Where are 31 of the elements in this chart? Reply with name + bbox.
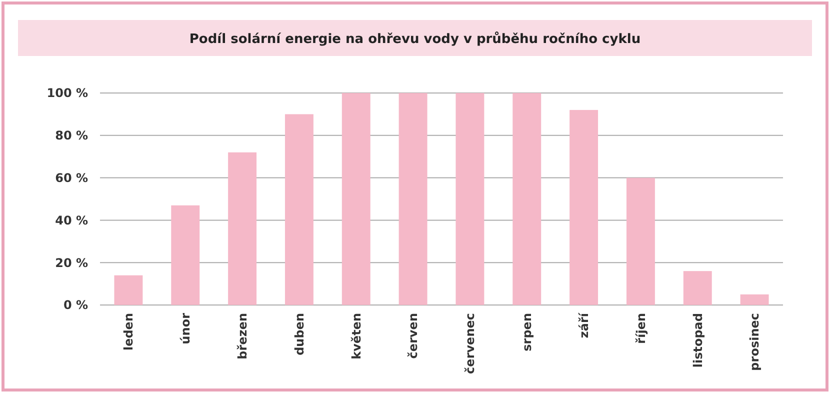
bar	[456, 93, 484, 305]
y-tick-label: 40 %	[55, 213, 88, 228]
y-tick-label: 20 %	[55, 256, 88, 270]
chart-title: Podíl solární energie na ohřevu vody v průběhu ročního cyklu	[189, 31, 641, 47]
bar	[284, 114, 314, 305]
y-tick-label: 60 %	[55, 171, 88, 185]
bar	[683, 271, 712, 305]
bar	[626, 178, 655, 305]
y-tick-label: 100 %	[46, 86, 88, 100]
x-tick-label: září	[576, 312, 591, 338]
x-tick-label: říjen	[634, 313, 648, 344]
x-tick-label: březen	[235, 313, 250, 360]
x-tick-label: duben	[292, 313, 306, 356]
bar	[171, 205, 200, 305]
bar	[228, 152, 257, 305]
x-tick-label: květen	[349, 313, 364, 360]
bar	[114, 275, 143, 305]
bar	[512, 93, 542, 305]
x-tick-label: listopad	[690, 313, 705, 368]
bar	[570, 110, 598, 305]
y-tick-label: 0 %	[63, 298, 88, 312]
x-tick-label: únor	[178, 312, 193, 344]
y-tick-label: 80 %	[55, 128, 88, 143]
x-tick-label: červen	[406, 313, 420, 359]
x-tick-label: srpen	[520, 313, 534, 352]
bar	[740, 294, 769, 305]
x-tick-label: prosinec	[748, 313, 762, 371]
x-tick-label: leden	[122, 313, 136, 351]
bar	[342, 93, 370, 305]
bar	[398, 93, 428, 305]
x-tick-label: červenec	[463, 313, 478, 374]
